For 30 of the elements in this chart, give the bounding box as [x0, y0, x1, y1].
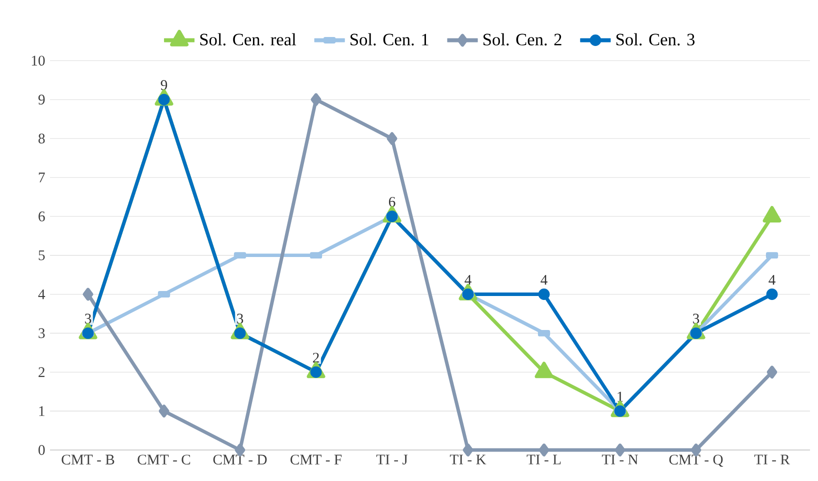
x-tick-label: TI - J [376, 454, 408, 464]
y-tick-label: 10 [32, 56, 45, 66]
y-tick-label: 9 [38, 94, 45, 105]
legend-label: Sol. Cen. real [200, 33, 296, 46]
data-label: 9 [160, 80, 168, 90]
legend-label: Sol. Cen. 2 [483, 33, 562, 46]
x-tick-label: TI - N [602, 454, 638, 464]
x-tick-label: CMT - D [213, 454, 267, 465]
legend-label: Sol. Cen. 3 [616, 33, 695, 46]
y-tick-label: 6 [38, 211, 45, 222]
y-tick-label: 2 [38, 367, 44, 377]
data-label: 4 [540, 275, 548, 285]
x-tick-label: TI - L [526, 454, 561, 464]
y-tick-label: 0 [38, 445, 45, 455]
data-label: 6 [388, 196, 396, 207]
x-tick-label: CMT - B [62, 454, 114, 465]
x-tick-label: CMT - F [290, 454, 342, 465]
x-tick-label: TI - K [450, 454, 486, 464]
x-tick-label: CMT - Q [669, 454, 724, 467]
y-tick-label: 4 [38, 289, 46, 300]
x-tick-label: TI - R [754, 454, 790, 464]
y-tick-label: 7 [38, 172, 45, 182]
y-tick-label: 8 [38, 134, 45, 144]
y-tick-label: 3 [38, 328, 45, 338]
y-tick-label: 5 [38, 250, 45, 260]
x-tick-label: CMT - C [138, 454, 190, 465]
data-label: 4 [464, 275, 472, 285]
legend-label: Sol. Cen. 1 [350, 33, 428, 46]
data-label: 4 [768, 275, 776, 285]
y-tick-label: 1 [39, 406, 44, 416]
